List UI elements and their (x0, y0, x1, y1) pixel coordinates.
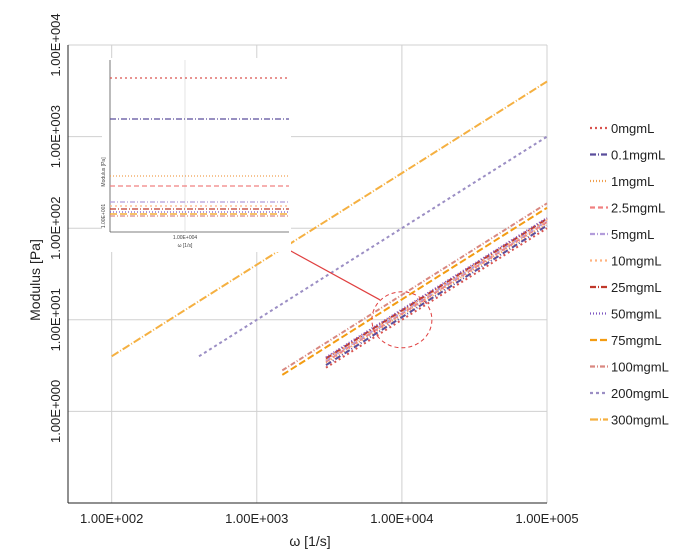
inset-x-tick-label: 1.00E+004 (173, 235, 198, 241)
series-line-300mgmL (111, 80, 548, 358)
legend-label-50mgmL: 50mgmL (611, 307, 662, 322)
series-line-200mgmL (198, 135, 548, 358)
y-tick-label: 1.00E+003 (48, 105, 63, 168)
x-tick-label: 1.00E+005 (515, 511, 578, 526)
inset-background (102, 58, 291, 252)
legend-label-25mgmL: 25mgmL (611, 280, 662, 295)
legend-label-10mgmL: 10mgmL (611, 254, 662, 269)
legend-label-100mgmL: 100mgmL (611, 360, 669, 375)
x-axis-label: ω [1/s] (289, 533, 330, 549)
inset-y-tick-label: 1.00E+001 (101, 204, 107, 229)
axes (67, 45, 547, 504)
x-tick-label: 1.00E+004 (370, 511, 433, 526)
legend-label-300mgmL: 300mgmL (611, 413, 669, 428)
zoom-connector (288, 249, 381, 301)
series-line-75mgmL (281, 206, 548, 376)
inset-y-axis-label: Modulus [Pa] (101, 157, 107, 187)
zoom-annotation (288, 249, 433, 349)
legend-label-2.5mgmL: 2.5mgmL (611, 201, 665, 216)
legend-label-1mgmL: 1mgmL (611, 174, 654, 189)
series-line-0.1mgmL (325, 224, 548, 366)
legend-label-75mgmL: 75mgmL (611, 333, 662, 348)
inset-plot: 1.00E+004 ω [1/s] Modulus [Pa] 1.00E+001 (101, 58, 291, 252)
legend-label-5mgmL: 5mgmL (611, 227, 654, 242)
tick-labels: 1.00E+002 1.00E+003 1.00E+004 1.00E+005 1.00… (48, 13, 579, 526)
legend: 0mgmL 0.1mgmL 1mgmL 2.5mgmL 5mgmL 10mgmL 25mgm… (590, 121, 669, 428)
series-line-25mgmL (325, 217, 548, 360)
inset-x-axis-label: ω [1/s] (178, 243, 193, 249)
series-line-100mgmL (281, 202, 548, 372)
legend-label-0mgmL: 0mgmL (611, 121, 654, 136)
y-axis-label: Modulus [Pa] (27, 239, 43, 321)
series-line-0mgmL (325, 227, 548, 369)
y-tick-label: 1.00E+004 (48, 13, 63, 76)
x-tick-label: 1.00E+002 (80, 511, 143, 526)
y-tick-label: 1.00E+000 (48, 380, 63, 443)
legend-label-200mgmL: 200mgmL (611, 386, 669, 401)
series-group (111, 80, 548, 376)
series-line-10mgmL (325, 219, 548, 361)
legend-label-0.1mgmL: 0.1mgmL (611, 148, 665, 163)
y-tick-label: 1.00E+002 (48, 197, 63, 260)
y-tick-label: 1.00E+001 (48, 288, 63, 351)
zoom-circle (371, 291, 433, 349)
x-tick-label: 1.00E+003 (225, 511, 288, 526)
